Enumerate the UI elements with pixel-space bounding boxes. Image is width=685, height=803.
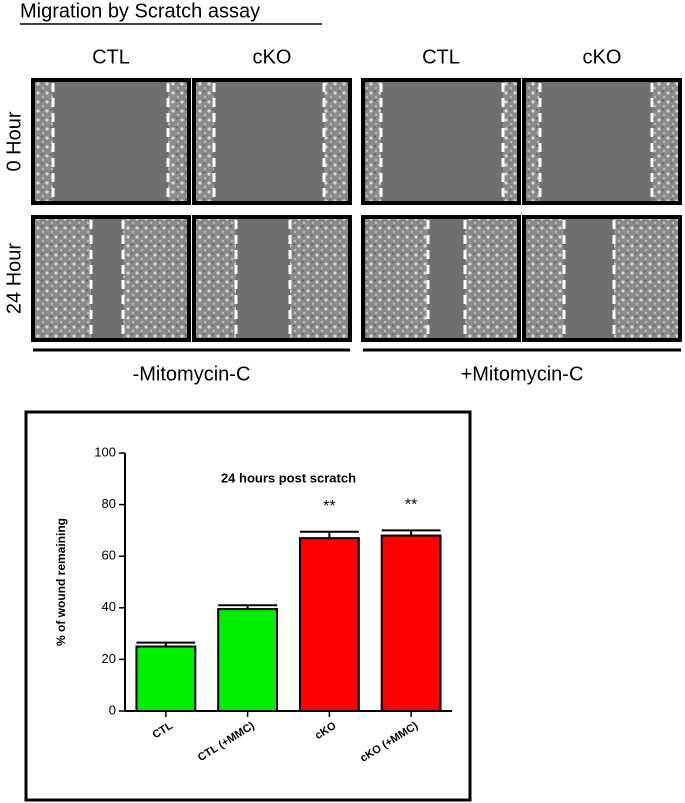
x-tick-label: cKO (+MMC) [358,720,420,765]
wound-area [91,217,123,340]
y-tick-label: 100 [94,444,116,459]
column-label: CTL [92,46,130,68]
y-tick-label: 60 [102,548,116,563]
y-tick-label: 80 [102,496,116,511]
wound-area [428,217,465,340]
panel-border [522,78,682,205]
wound-area [540,80,652,203]
wound-area [381,80,503,203]
panel-border [522,215,682,342]
column-label: cKO [583,46,622,68]
chart-title: 24 hours post scratch [221,470,356,485]
x-tick-label: CTL [151,720,176,742]
y-tick-label: 40 [102,599,116,614]
group-label: +Mitomycin-C [461,363,584,385]
x-tick-label: cKO [313,720,339,742]
panel-border [361,215,521,342]
bar [380,534,442,712]
y-axis-label: % of wound remaining [54,518,68,646]
row-label: 0 Hour [3,111,25,171]
y-tick-label: 20 [102,651,116,666]
bar [135,645,197,712]
wound-area [564,217,614,340]
y-tick-label: 0 [109,702,116,717]
column-label: CTL [422,46,460,68]
panel-border [31,78,191,205]
wound-area [53,80,168,203]
panel-grid: CTL cKO CTL cKO 0 Hour 24 Hour -Mitomycin-C +Mi… [3,46,682,385]
row-label: 24 Hour [3,243,25,314]
bar [298,537,360,713]
group-label: -Mitomycin-C [133,363,251,385]
significance-label: ** [405,497,417,514]
chart-frame [24,410,472,802]
x-tick-label: CTL (+MMC) [196,720,257,764]
panel-border [361,78,521,205]
figure-title: Migration by Scratch assay [20,0,260,22]
panel-border [192,215,352,342]
column-label: cKO [253,46,292,68]
significance-label: ** [323,498,335,515]
panel-border [31,215,191,342]
bar [217,608,279,713]
wound-area [236,217,290,340]
panel-border [192,78,352,205]
chart: 0 20 40 60 80 100 % of wound remaining 24 hours… [54,444,452,765]
wound-area [214,80,324,203]
